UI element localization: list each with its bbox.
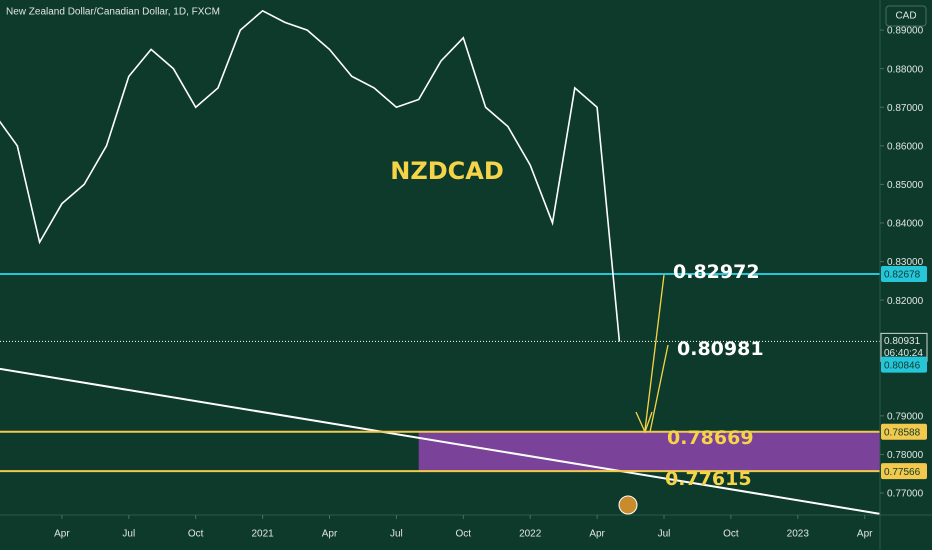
y-tick-label: 0.89000 (887, 26, 924, 37)
target-zone (418, 431, 880, 472)
x-tick-label: Apr (54, 529, 70, 540)
x-tick-label: Oct (723, 529, 739, 540)
price-tag (881, 463, 927, 480)
x-tick-label: Jul (122, 529, 135, 540)
bid-label: 0.80846 (884, 360, 921, 371)
price-series (0, 9, 621, 342)
x-tick-label: Jul (390, 529, 403, 540)
arrows (635, 274, 669, 434)
y-tick-label: 0.88000 (887, 64, 924, 75)
price-tag-label: 0.77566 (884, 467, 921, 478)
x-tick-label: 2022 (519, 529, 542, 540)
y-tick-label: 0.86000 (887, 141, 924, 152)
y-tick-label: 0.84000 (887, 219, 924, 230)
currency: CAD (895, 11, 916, 22)
y-tick-label: 0.87000 (887, 103, 924, 114)
price-tag (881, 423, 927, 440)
x-tick-label: Oct (188, 529, 204, 540)
target-label: 0.80981 (677, 338, 764, 360)
y-tick-label: 0.78000 (887, 450, 924, 461)
target-label: 0.77615 (665, 468, 752, 490)
x-tick-label: 2021 (251, 529, 274, 540)
y-tick-label: 0.83000 (887, 257, 924, 268)
x-tick-label: Apr (857, 529, 873, 540)
x-tick-label: Apr (589, 529, 605, 540)
plot-area (0, 9, 880, 515)
price-tag-label: 0.82678 (884, 270, 921, 281)
bid-tag (881, 356, 927, 373)
y-tick-label: 0.79000 (887, 411, 924, 422)
y-tick-label: 0.85000 (887, 180, 924, 191)
x-tick-label: 2023 (787, 529, 810, 540)
symbol-annotation: NZDCAD (390, 157, 504, 185)
x-tick-label: Oct (456, 529, 472, 540)
x-tick-label: Jul (658, 529, 671, 540)
target-label: 0.78669 (667, 427, 754, 449)
trendline (0, 367, 880, 515)
currency-box (885, 5, 927, 27)
price-tag (881, 265, 927, 282)
y-tick-label: 0.82000 (887, 296, 924, 307)
last-price-label: 0.80931 (884, 336, 921, 347)
event-icon (618, 495, 638, 515)
y-tick-label: 0.77000 (887, 489, 924, 500)
countdown: 06:40:24 (884, 348, 923, 359)
x-tick-label: Apr (322, 529, 338, 540)
chart-title: New Zealand Dollar/Canadian Dollar, 1D, … (6, 7, 220, 18)
target-label: 0.82972 (673, 261, 760, 283)
price-tag-label: 0.78588 (884, 427, 921, 438)
